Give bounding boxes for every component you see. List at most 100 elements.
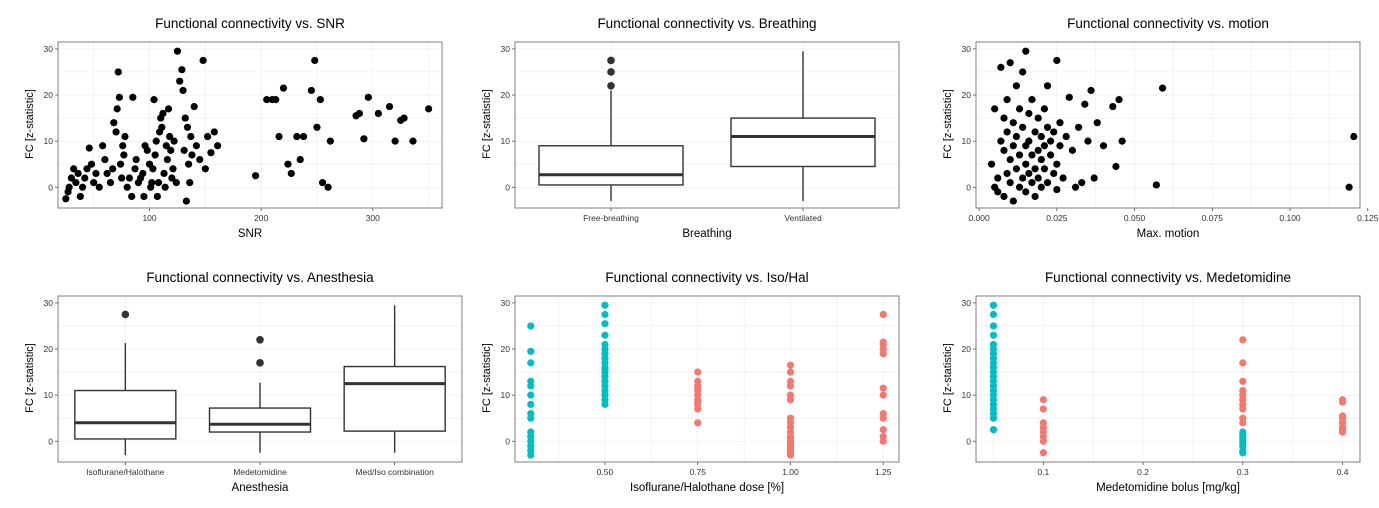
box-outlier xyxy=(256,359,264,367)
data-point xyxy=(1028,179,1036,187)
data-point xyxy=(989,331,998,339)
data-point xyxy=(116,160,125,168)
data-point xyxy=(196,155,204,164)
data-point xyxy=(601,301,609,309)
data-point xyxy=(1022,47,1030,55)
chart-title: Functional connectivity vs. SNR xyxy=(155,16,345,31)
data-point xyxy=(1338,398,1347,406)
x-tick-label: 1.25 xyxy=(875,467,892,477)
data-point xyxy=(203,132,212,141)
x-tick-label: Ventilated xyxy=(784,213,822,223)
x-tick-label: 1.00 xyxy=(782,467,799,477)
data-point xyxy=(1040,142,1049,150)
data-point xyxy=(131,165,139,173)
data-point xyxy=(81,174,89,182)
data-point xyxy=(1006,155,1014,164)
data-point xyxy=(1053,56,1061,65)
data-point xyxy=(70,165,78,173)
data-point xyxy=(324,183,332,191)
data-point xyxy=(1075,123,1083,131)
data-point xyxy=(1090,174,1098,182)
data-point xyxy=(1047,137,1055,145)
data-point xyxy=(168,174,176,182)
data-point xyxy=(989,322,998,330)
data-point xyxy=(694,405,702,413)
x-tick-label: 0.1 xyxy=(1037,467,1049,477)
data-point xyxy=(527,414,535,422)
x-tick-label: Medetomidine xyxy=(233,467,287,477)
series-1 xyxy=(694,310,887,459)
data-point xyxy=(1031,192,1039,201)
x-tick-label: 0.3 xyxy=(1237,467,1249,477)
x-tick-label: 0.025 xyxy=(1046,213,1068,223)
box-0 xyxy=(538,56,684,202)
data-point xyxy=(1009,119,1017,127)
data-point xyxy=(1081,100,1089,108)
data-point xyxy=(527,400,535,408)
data-point xyxy=(148,179,156,187)
data-point xyxy=(251,172,260,180)
data-point xyxy=(1034,146,1042,154)
x-tick-label: 300 xyxy=(366,213,380,223)
data-point xyxy=(1109,102,1117,111)
data-point xyxy=(121,132,129,141)
box-outlier xyxy=(256,336,264,344)
chart-panel-motion: Functional connectivity vs. motion Max. m… xyxy=(936,8,1379,254)
y-tick-label: 0 xyxy=(48,436,53,446)
data-point xyxy=(140,192,148,201)
data-point xyxy=(176,77,184,85)
data-point xyxy=(1239,405,1247,413)
x-axis-label: Isoflurane/Halothane dose [%] xyxy=(629,482,785,494)
plot-frame xyxy=(57,295,463,463)
data-point xyxy=(110,119,118,127)
x-tick-label: 0.2 xyxy=(1137,467,1149,477)
x-tick-label: Isoflurane/Halothane xyxy=(86,467,165,477)
data-point xyxy=(1022,188,1030,196)
data-point xyxy=(99,142,107,150)
y-tick-label: 0 xyxy=(505,182,510,192)
data-point xyxy=(1015,183,1024,191)
chart-svg: 0 10 20 30 100 200 300 xyxy=(44,41,443,223)
data-point xyxy=(879,350,887,358)
data-point xyxy=(214,142,222,150)
data-point xyxy=(101,155,109,164)
data-point xyxy=(1012,165,1021,173)
data-point xyxy=(173,47,182,55)
data-point xyxy=(1239,419,1247,427)
data-point xyxy=(409,137,417,145)
data-point xyxy=(128,192,136,201)
data-point xyxy=(601,310,609,319)
chart-title: Functional connectivity vs. Medetomidine xyxy=(1044,270,1292,285)
data-point xyxy=(190,102,198,111)
data-point xyxy=(1239,377,1247,385)
data-point xyxy=(1025,169,1033,178)
y-tick-label: 30 xyxy=(44,44,54,54)
y-tick-label: 30 xyxy=(962,298,972,308)
data-point xyxy=(179,86,187,95)
data-point xyxy=(90,179,98,187)
chart-panel-snr: Functional connectivity vs. SNR SNR FC [z-… xyxy=(18,8,462,254)
data-point xyxy=(786,382,795,390)
data-point xyxy=(182,197,190,205)
data-point xyxy=(109,165,117,173)
data-point xyxy=(527,451,535,459)
data-point xyxy=(311,56,319,65)
data-point xyxy=(1000,146,1008,154)
data-point xyxy=(694,419,702,427)
series-0 xyxy=(989,301,1247,457)
data-point xyxy=(149,165,157,173)
data-point xyxy=(425,105,433,113)
data-point xyxy=(78,183,87,191)
x-tick-label: Free-breathing xyxy=(583,213,639,223)
box-body xyxy=(208,407,312,433)
data-point xyxy=(143,146,151,154)
x-tick-label: 0.000 xyxy=(968,213,990,223)
data-point xyxy=(1015,105,1024,113)
data-point xyxy=(115,93,123,101)
data-point xyxy=(161,183,169,191)
data-point xyxy=(132,155,140,164)
y-tick-label: 10 xyxy=(44,390,54,400)
data-point xyxy=(991,105,999,113)
data-point xyxy=(125,174,134,182)
data-point xyxy=(187,132,195,141)
